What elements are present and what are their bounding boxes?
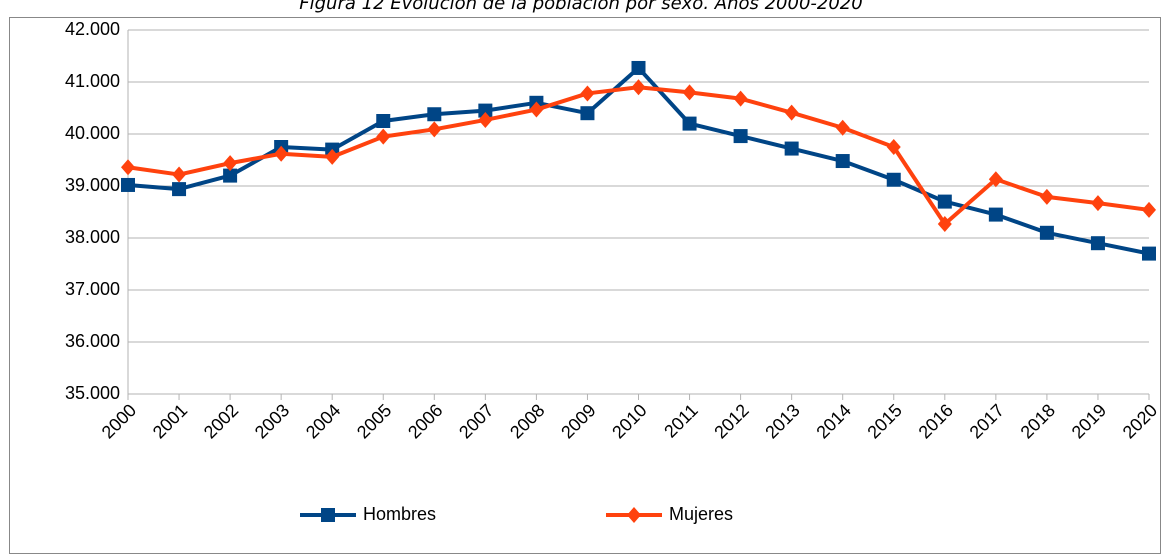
data-point xyxy=(529,101,544,118)
x-tick-label: 2009 xyxy=(557,400,599,442)
data-point xyxy=(733,90,748,107)
data-point xyxy=(1090,195,1105,212)
x-tick-label: 2010 xyxy=(608,400,650,442)
data-point xyxy=(988,171,1003,188)
data-point xyxy=(121,159,135,176)
data-point xyxy=(580,106,595,121)
data-point xyxy=(376,128,391,145)
y-tick-label: 35.000 xyxy=(65,383,120,403)
data-point xyxy=(784,104,799,121)
data-point xyxy=(682,84,697,101)
data-point xyxy=(937,194,952,209)
x-tick-label: 2020 xyxy=(1119,400,1161,442)
y-tick-label: 39.000 xyxy=(65,175,120,195)
data-point xyxy=(121,177,135,192)
x-tick-label: 2007 xyxy=(455,400,497,442)
x-tick-label: 2000 xyxy=(98,400,140,442)
y-tick-label: 36.000 xyxy=(65,331,120,351)
data-point xyxy=(784,141,799,156)
data-point xyxy=(886,139,901,155)
y-tick-label: 38.000 xyxy=(65,227,120,247)
y-tick-label: 40.000 xyxy=(65,123,120,143)
x-tick-label: 2018 xyxy=(1017,400,1059,442)
x-tick-label: 2003 xyxy=(251,400,293,442)
y-tick-label: 37.000 xyxy=(65,279,120,299)
x-tick-label: 2016 xyxy=(915,400,957,442)
data-point xyxy=(1142,201,1156,218)
chart-title: Figura 12 Evolución de la población por … xyxy=(299,0,862,14)
data-point xyxy=(376,114,391,128)
data-point xyxy=(478,111,493,128)
legend-label: Mujeres xyxy=(669,504,733,524)
legend-marker xyxy=(627,507,641,523)
x-tick-label: 2008 xyxy=(506,400,548,442)
x-tick-label: 2013 xyxy=(761,400,803,442)
y-tick-label: 42.000 xyxy=(65,19,120,39)
y-tick-label: 41.000 xyxy=(65,71,120,91)
data-point xyxy=(223,155,238,172)
data-point xyxy=(580,85,595,102)
data-point xyxy=(478,103,493,118)
data-point xyxy=(1039,188,1054,205)
data-point xyxy=(631,60,646,75)
data-point xyxy=(172,182,187,197)
data-point xyxy=(325,148,340,165)
data-point xyxy=(733,129,748,144)
data-point xyxy=(886,172,901,187)
x-tick-label: 2017 xyxy=(966,400,1008,442)
data-point xyxy=(682,116,697,131)
data-point xyxy=(223,168,238,183)
data-point xyxy=(835,154,850,169)
data-point xyxy=(835,119,850,136)
x-tick-label: 2001 xyxy=(149,400,191,442)
x-tick-label: 2004 xyxy=(302,400,344,442)
data-point xyxy=(274,145,289,162)
data-point xyxy=(937,215,952,232)
x-tick-label: 2012 xyxy=(710,400,752,442)
data-point xyxy=(1142,246,1156,261)
x-tick-label: 2011 xyxy=(660,400,702,442)
x-tick-label: 2005 xyxy=(353,400,395,442)
legend-marker xyxy=(321,508,335,522)
x-tick-label: 2006 xyxy=(404,400,446,442)
data-point xyxy=(172,166,187,183)
x-tick-label: 2015 xyxy=(863,400,905,442)
legend-label: Hombres xyxy=(363,504,436,524)
data-point xyxy=(1039,225,1054,240)
data-point xyxy=(1090,236,1105,251)
data-point xyxy=(988,207,1003,222)
data-point xyxy=(427,121,442,138)
x-tick-label: 2014 xyxy=(812,400,854,442)
data-point xyxy=(427,107,442,122)
x-tick-label: 2002 xyxy=(200,400,242,442)
data-point xyxy=(631,79,646,96)
x-tick-label: 2019 xyxy=(1068,400,1110,442)
